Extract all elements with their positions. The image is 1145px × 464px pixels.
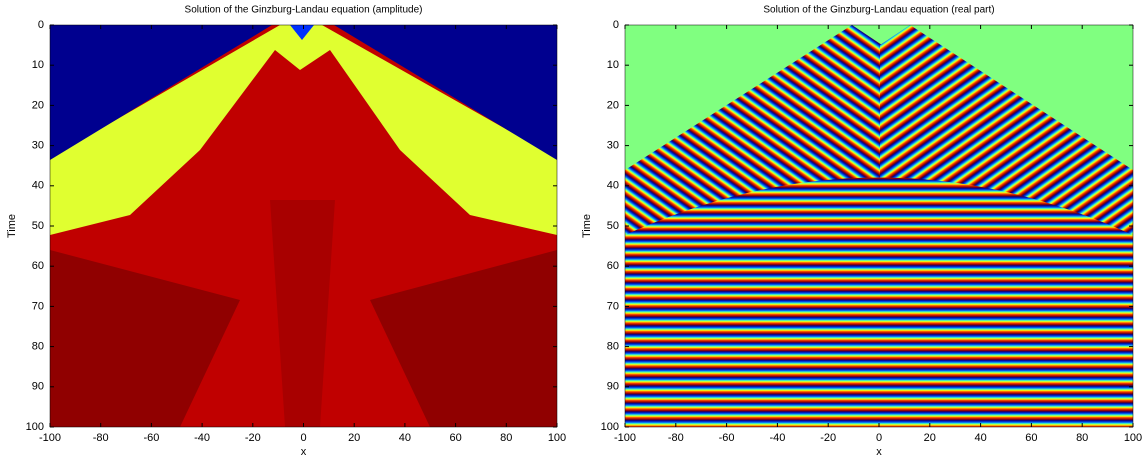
x-tick-label: -60 (143, 432, 159, 444)
x-tick-label: -20 (245, 432, 261, 444)
chart-title: Solution of the Ginzburg-Landau equation… (185, 5, 423, 16)
x-tick-label: 80 (1076, 432, 1088, 444)
x-tick-label: -100 (614, 432, 636, 444)
y-tick-label: 60 (32, 260, 44, 272)
x-tick-label: 20 (924, 432, 936, 444)
x-tick-label: 40 (399, 432, 411, 444)
x-tick-label: 60 (1025, 432, 1037, 444)
y-tick-label: 20 (607, 99, 619, 111)
y-tick-label: 50 (32, 220, 44, 232)
y-tick-label: 10 (607, 59, 619, 71)
x-tick-label: 100 (1124, 432, 1142, 444)
x-tick-label: 60 (449, 432, 461, 444)
x-tick-label: 20 (348, 432, 360, 444)
y-tick-label: 20 (32, 99, 44, 111)
amplitude-image (50, 25, 557, 427)
y-tick-label: 40 (32, 180, 44, 192)
x-tick-label: 80 (500, 432, 512, 444)
x-tick-label: -20 (820, 432, 836, 444)
chart-title: Solution of the Ginzburg-Landau equation… (763, 5, 994, 16)
x-axis-label: x (876, 446, 882, 458)
x-tick-label: -100 (39, 432, 61, 444)
y-axis-label: Time (581, 214, 593, 238)
y-tick-label: 100 (601, 421, 619, 433)
y-tick-label: 70 (607, 300, 619, 312)
y-tick-label: 100 (26, 421, 44, 433)
x-tick-label: 0 (300, 432, 306, 444)
y-tick-label: 0 (38, 19, 44, 31)
y-axis-label: Time (6, 214, 18, 238)
x-tick-label: -80 (93, 432, 109, 444)
y-tick-label: 80 (32, 341, 44, 353)
x-tick-label: -40 (194, 432, 210, 444)
real-part-image (625, 25, 1133, 427)
y-tick-label: 60 (607, 260, 619, 272)
y-tick-label: 70 (32, 300, 44, 312)
x-tick-label: -60 (719, 432, 735, 444)
y-tick-label: 0 (613, 19, 619, 31)
x-tick-label: -80 (668, 432, 684, 444)
y-tick-label: 30 (32, 140, 44, 152)
y-tick-label: 10 (32, 59, 44, 71)
y-tick-label: 50 (607, 220, 619, 232)
x-tick-label: -40 (769, 432, 785, 444)
y-tick-label: 80 (607, 341, 619, 353)
y-tick-label: 90 (32, 381, 44, 393)
x-tick-label: 100 (548, 432, 566, 444)
x-tick-label: 40 (974, 432, 986, 444)
y-tick-label: 30 (607, 140, 619, 152)
y-tick-label: 40 (607, 180, 619, 192)
x-axis-label: x (301, 446, 307, 458)
y-tick-label: 90 (607, 381, 619, 393)
x-tick-label: 0 (876, 432, 882, 444)
